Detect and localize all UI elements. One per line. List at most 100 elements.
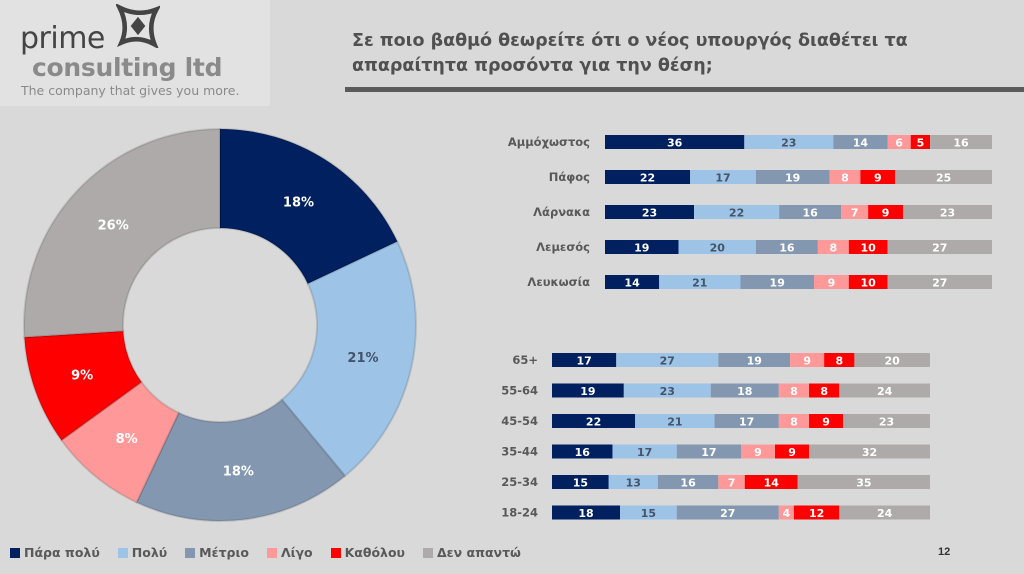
- legend-item: Δεν απαντώ: [423, 545, 521, 560]
- bar-value-label: 36: [667, 137, 683, 150]
- bar-value-label: 22: [729, 207, 744, 220]
- bar-segment: [755, 240, 818, 254]
- donut-slice-group: 18%: [219, 127, 399, 286]
- donut-slice-label: 18%: [223, 464, 254, 479]
- bar-value-label: 7: [728, 477, 736, 490]
- bar-value-label: 8: [820, 385, 828, 398]
- bar-row: 55-64 19 23 18 8 8 24: [501, 383, 930, 398]
- bar-row: 65+ 17 27 19 9 8 20: [512, 353, 930, 368]
- bar-segment: [718, 353, 791, 367]
- bar-category-label: Πάφος: [549, 170, 590, 184]
- stacked-bar-charts: Αμμόχωστος 36 23 14 6 5 16 Πάφος 22 17 19 8 9 25 Λάρνα…: [501, 135, 992, 520]
- bar-value-label: 8: [790, 385, 798, 398]
- donut-slice-group: 9%: [23, 330, 143, 442]
- legend-label: Λίγο: [280, 545, 313, 560]
- bar-value-label: 23: [879, 416, 894, 429]
- bar-category-label: Λάρνακα: [533, 205, 590, 219]
- bar-segment: [740, 275, 814, 289]
- bar-segment: [605, 135, 745, 149]
- donut-slice-label: 26%: [98, 219, 129, 234]
- bar-segment: [843, 414, 930, 428]
- bar-segment: [605, 205, 695, 219]
- bar-value-label: 19: [785, 172, 800, 185]
- bar-segment: [605, 275, 660, 289]
- bar-segment: [775, 444, 810, 459]
- bar-value-label: 32: [862, 446, 877, 459]
- bar-value-label: 8: [830, 242, 838, 255]
- bar-segment: [608, 475, 658, 489]
- donut-slice-label: 8%: [116, 432, 138, 447]
- bar-segment: [694, 205, 780, 219]
- bar-chart-age: 65+ 17 27 19 9 8 20 55-64 19 23 18 8 8 24 45-54 22 21 17 8…: [501, 353, 930, 520]
- bar-value-label: 17: [576, 355, 591, 368]
- legend-label: Πολύ: [131, 545, 168, 560]
- bar-value-label: 25: [936, 172, 951, 185]
- bar-segment: [839, 505, 930, 520]
- bar-value-label: 14: [764, 477, 780, 490]
- bar-segment: [778, 414, 810, 428]
- donut-slice: [23, 330, 143, 442]
- bar-segment: [552, 414, 636, 428]
- bar-segment: [860, 170, 896, 184]
- bar-row: Λάρνακα 23 22 16 7 9 23: [533, 205, 992, 220]
- bar-value-label: 9: [788, 446, 796, 459]
- bar-value-label: 19: [770, 277, 785, 290]
- bar-segment: [657, 475, 719, 489]
- bar-segment: [793, 505, 840, 520]
- bar-value-label: 21: [667, 416, 682, 429]
- bar-category-label: 35-44: [501, 445, 538, 459]
- donut-slice-group: 8%: [60, 380, 181, 504]
- bar-segment: [676, 505, 779, 520]
- legend-swatch: [266, 547, 277, 558]
- legend-label: Δεν απαντώ: [437, 545, 521, 560]
- bar-segment: [552, 383, 624, 398]
- legend-item: Πάρα πολύ: [10, 545, 100, 560]
- logo-brand-line1: prime: [20, 21, 105, 56]
- bar-segment: [813, 275, 849, 289]
- bar-segment: [714, 414, 779, 428]
- donut-slice-label: 21%: [347, 351, 378, 366]
- title-underline: [345, 87, 1024, 92]
- bar-segment: [690, 170, 756, 184]
- bar-segment: [839, 383, 930, 398]
- bar-value-label: 27: [660, 355, 675, 368]
- bar-segment: [868, 205, 903, 219]
- bar-row: Λεμεσός 19 20 16 8 10 27: [536, 240, 992, 255]
- bar-segment: [902, 205, 992, 219]
- bar-segment: [552, 475, 609, 489]
- bar-value-label: 17: [715, 172, 730, 185]
- bar-value-label: 17: [701, 446, 716, 459]
- bar-segment: [659, 275, 741, 289]
- bar-value-label: 9: [822, 416, 830, 429]
- bar-value-label: 13: [626, 477, 641, 490]
- chart-legend: Πάρα πολύ Πολύ Μέτριο Λίγο Καθόλου Δεν απαντώ: [10, 545, 539, 560]
- page-number: 12: [938, 546, 951, 558]
- bar-segment: [755, 170, 830, 184]
- bar-segment: [833, 135, 888, 149]
- bar-segment: [605, 170, 691, 184]
- bar-segment: [779, 205, 842, 219]
- bar-segment: [620, 505, 677, 520]
- bar-segment: [887, 135, 911, 149]
- bar-value-label: 24: [877, 507, 893, 520]
- bar-value-label: 16: [680, 477, 696, 490]
- bar-value-label: 12: [809, 507, 824, 520]
- bar-value-label: 10: [861, 277, 877, 290]
- donut-slice: [60, 380, 181, 504]
- bar-row: Λευκωσία 14 21 19 9 10 27: [527, 275, 992, 290]
- bar-segment: [895, 170, 992, 184]
- bar-value-label: 24: [877, 385, 893, 398]
- bar-value-label: 23: [642, 207, 657, 220]
- bar-segment: [612, 444, 677, 459]
- bar-segment: [744, 475, 798, 489]
- legend-swatch: [185, 547, 196, 558]
- bar-segment: [797, 475, 930, 489]
- bar-value-label: 20: [885, 355, 901, 368]
- bar-value-label: 9: [828, 277, 836, 290]
- bar-category-label: 45-54: [501, 414, 538, 428]
- donut-chart: 18% 21% 18% 8% 9% 26%: [23, 127, 417, 522]
- bar-segment: [930, 135, 992, 149]
- bar-segment: [552, 353, 617, 367]
- bar-value-label: 16: [953, 137, 969, 150]
- bar-value-label: 18: [737, 385, 752, 398]
